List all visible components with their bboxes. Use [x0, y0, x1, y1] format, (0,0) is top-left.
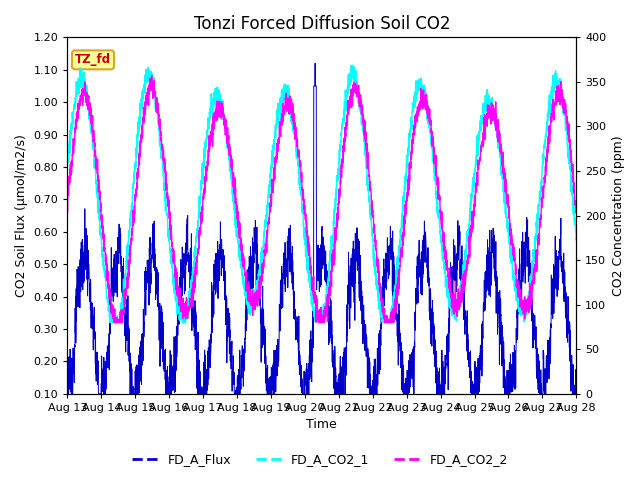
- X-axis label: Time: Time: [307, 419, 337, 432]
- Y-axis label: CO2 Concentration (ppm): CO2 Concentration (ppm): [612, 135, 625, 296]
- Title: Tonzi Forced Diffusion Soil CO2: Tonzi Forced Diffusion Soil CO2: [193, 15, 450, 33]
- Y-axis label: CO2 Soil Flux (μmol/m2/s): CO2 Soil Flux (μmol/m2/s): [15, 134, 28, 297]
- Legend: FD_A_Flux, FD_A_CO2_1, FD_A_CO2_2: FD_A_Flux, FD_A_CO2_1, FD_A_CO2_2: [127, 448, 513, 471]
- Text: TZ_fd: TZ_fd: [75, 53, 111, 66]
